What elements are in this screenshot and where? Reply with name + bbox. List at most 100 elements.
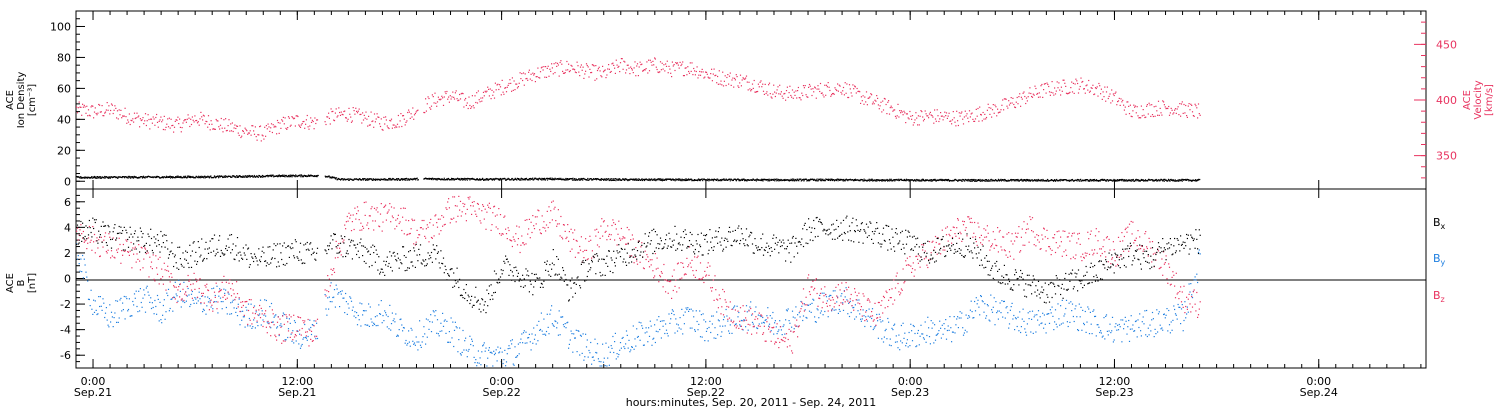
by-point	[634, 338, 636, 340]
velocity-point	[696, 66, 698, 68]
velocity-point	[1142, 109, 1144, 111]
by-point	[696, 320, 698, 323]
density-point	[493, 179, 495, 181]
density-point	[805, 178, 807, 180]
velocity-point	[292, 117, 294, 119]
by-point	[443, 320, 445, 322]
velocity-point	[899, 110, 901, 112]
velocity-point	[894, 115, 897, 117]
by-point	[1017, 316, 1019, 318]
density-point	[1196, 180, 1198, 182]
by-point	[415, 336, 417, 338]
by-point	[282, 312, 284, 314]
density-point	[512, 178, 514, 180]
velocity-point	[659, 61, 662, 63]
velocity-point	[170, 118, 172, 120]
by-point	[1033, 316, 1035, 318]
velocity-point	[854, 85, 856, 87]
velocity-point	[1033, 94, 1035, 96]
density-point	[815, 180, 817, 182]
velocity-point	[969, 116, 971, 118]
velocity-point	[312, 120, 314, 123]
density-point	[254, 176, 256, 178]
density-point	[653, 178, 655, 180]
by-point	[717, 334, 719, 336]
density-point	[735, 180, 737, 182]
by-point	[259, 299, 262, 301]
density-point	[903, 178, 906, 181]
density-point	[1103, 179, 1105, 181]
density-point	[791, 180, 793, 182]
density-point	[813, 178, 815, 180]
velocity-point	[386, 125, 388, 127]
by-point	[757, 314, 759, 316]
velocity-point	[243, 132, 245, 134]
by-point	[540, 312, 542, 314]
density-tick-label: 0	[64, 175, 71, 188]
density-point	[1046, 180, 1048, 182]
bz-point	[95, 240, 97, 242]
velocity-point	[232, 130, 234, 133]
velocity-point	[958, 112, 960, 114]
density-point	[1079, 180, 1081, 182]
by-point	[536, 324, 538, 326]
velocity-point	[661, 62, 663, 64]
by-point	[1020, 331, 1022, 334]
density-point	[768, 179, 770, 181]
velocity-point	[1101, 98, 1103, 100]
velocity-point	[595, 65, 597, 67]
velocity-point	[583, 77, 585, 79]
by-point	[324, 294, 326, 296]
velocity-point	[832, 92, 834, 95]
density-point	[793, 179, 795, 181]
by-point	[533, 327, 535, 329]
density-point	[331, 177, 333, 179]
velocity-point	[632, 72, 634, 74]
by-point	[1003, 300, 1005, 302]
by-point	[425, 343, 427, 345]
velocity-point	[359, 113, 361, 116]
density-point	[529, 179, 531, 181]
by-point	[748, 309, 750, 311]
density-point	[99, 176, 101, 178]
by-point	[334, 306, 336, 308]
by-point	[1093, 309, 1095, 311]
velocity-point	[926, 115, 928, 117]
density-point	[446, 179, 448, 181]
velocity-point	[957, 120, 959, 122]
by-point	[624, 347, 626, 350]
by-point	[461, 351, 463, 353]
density-point	[787, 180, 790, 182]
velocity-point	[104, 111, 107, 113]
by-point	[79, 270, 81, 272]
by-point	[554, 320, 556, 322]
density-point	[476, 178, 478, 181]
velocity-point	[648, 59, 650, 61]
velocity-point	[328, 112, 330, 114]
by-point	[190, 303, 192, 306]
density-point	[971, 178, 973, 181]
velocity-point	[579, 75, 581, 77]
density-point	[1136, 180, 1138, 182]
by-point	[268, 322, 270, 324]
velocity-point	[577, 65, 579, 67]
velocity-point	[1147, 113, 1149, 115]
by-point	[718, 320, 720, 322]
density-point	[514, 177, 516, 179]
velocity-point	[430, 105, 433, 107]
density-point	[143, 176, 146, 178]
velocity-point	[189, 125, 191, 128]
by-point	[390, 323, 393, 325]
velocity-point	[483, 95, 485, 97]
by-point	[257, 325, 259, 327]
density-point	[616, 178, 618, 180]
by-point	[734, 323, 736, 325]
density-point	[788, 179, 790, 181]
by-point	[712, 315, 714, 317]
by-point	[556, 322, 559, 324]
by-point	[372, 324, 374, 327]
density-point	[766, 179, 768, 181]
velocity-point	[1050, 91, 1052, 93]
velocity-point	[795, 90, 797, 92]
velocity-point	[551, 63, 553, 65]
